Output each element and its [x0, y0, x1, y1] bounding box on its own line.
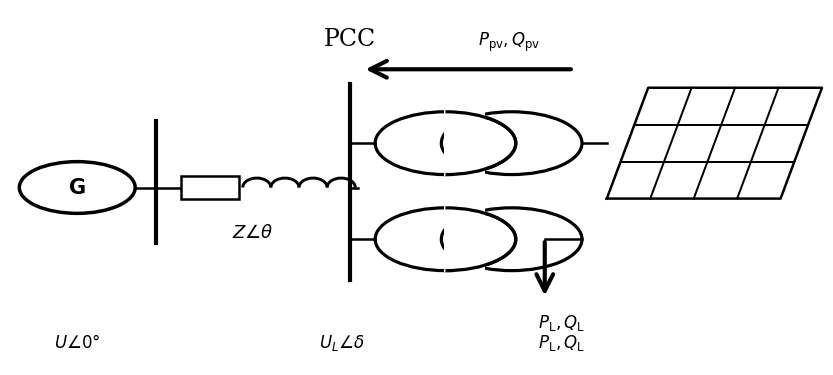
Text: $U\angle0°$: $U\angle0°$: [54, 334, 101, 352]
Bar: [444, 206, 485, 273]
Bar: [444, 110, 485, 176]
Text: G: G: [68, 177, 86, 198]
Text: $U_{L}\angle\delta$: $U_{L}\angle\delta$: [319, 333, 365, 352]
Text: $P_{\rm L},Q_{\rm L}$: $P_{\rm L},Q_{\rm L}$: [538, 313, 585, 333]
Text: $P_{\rm pv},Q_{\rm pv}$: $P_{\rm pv},Q_{\rm pv}$: [478, 31, 541, 54]
FancyBboxPatch shape: [181, 176, 238, 199]
Text: PCC: PCC: [324, 28, 377, 51]
Text: $P_{\rm L},Q_{\rm L}$: $P_{\rm L},Q_{\rm L}$: [538, 333, 585, 352]
Text: $Z\angle\theta$: $Z\angle\theta$: [232, 225, 274, 243]
